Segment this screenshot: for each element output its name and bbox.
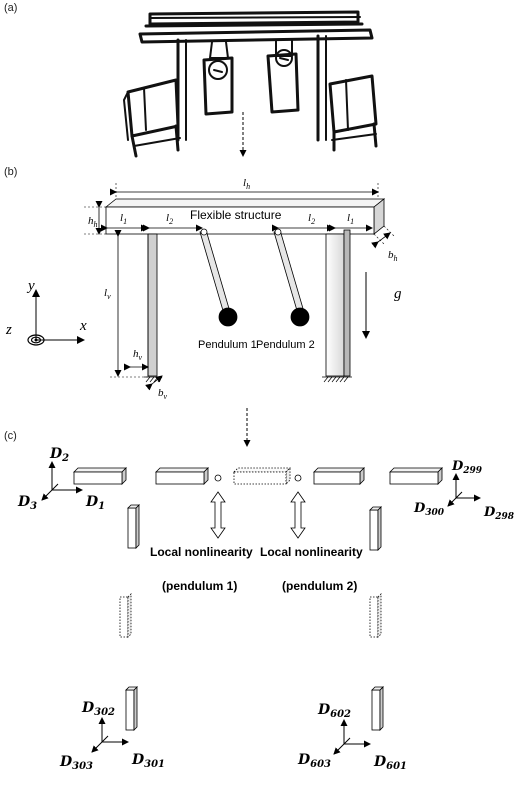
dof-D602-label: D602 [317, 702, 351, 720]
pivot-node-1 [214, 474, 222, 482]
dof-triad-1 [41, 461, 83, 501]
element-v-right-top [369, 506, 382, 551]
dof-triad-301 [91, 717, 129, 753]
dof-D3-label: D3 [17, 494, 37, 512]
gravity-label: g [394, 286, 402, 302]
flexible-structure-label: Flexible structure [190, 208, 282, 222]
dof-D299-label: D299 [451, 459, 483, 476]
ground-right [322, 376, 352, 383]
element-h2 [155, 467, 209, 485]
nonlinearity-arrow-2 [290, 491, 306, 539]
element-v-right-bottom [371, 686, 384, 731]
dof-D300-label: D300 [413, 501, 445, 518]
lh-label: lh [243, 177, 250, 191]
element-h3-hidden [233, 467, 291, 485]
nonlinearity-1-subtitle: (pendulum 1) [162, 579, 237, 593]
dof-D1-label: D1 [85, 494, 105, 512]
pivot-node-2 [294, 474, 302, 482]
dof-D603-label: D603 [297, 752, 331, 770]
hh-label: hh [88, 215, 98, 229]
nonlinearity-1-title: Local nonlinearity [150, 545, 253, 559]
panel-label-a: (a) [4, 2, 18, 14]
l1-right-label: l1 [347, 212, 354, 226]
lv-label: lv [104, 287, 111, 301]
pendulum-2-label: Pendulum 2 [256, 339, 315, 351]
dof-D2-label: D2 [49, 446, 69, 464]
dof-D303-label: D303 [59, 754, 93, 772]
coordinate-axes [27, 289, 85, 346]
dof-D302-label: D302 [81, 700, 115, 718]
column-elements [119, 504, 384, 731]
nonlinearity-2-title: Local nonlinearity [260, 545, 363, 559]
element-h5 [389, 467, 443, 485]
element-h4 [313, 467, 365, 485]
l2-left-label: l2 [166, 212, 173, 226]
dof-D301-label: D301 [131, 752, 165, 770]
pendulum-1-label: Pendulum 1 [198, 339, 257, 351]
sketch-photo [123, 10, 378, 158]
dof-triad-298 [447, 473, 481, 507]
l2-right-label: l2 [308, 212, 315, 226]
nonlinearity-arrow-1 [210, 491, 226, 539]
nonlinearity-2-subtitle: (pendulum 2) [282, 579, 357, 593]
element-v-left-mid [119, 593, 132, 638]
beam-elements [73, 467, 443, 485]
panel-label-b: (b) [4, 166, 18, 178]
pendulum-2 [273, 228, 310, 327]
x-axis-label: x [79, 318, 87, 334]
z-axis-label: z [5, 322, 12, 338]
dof-D601-label: D601 [373, 754, 407, 772]
y-axis-label: y [26, 278, 35, 294]
element-v-left-bottom [125, 686, 138, 731]
element-v-left-top [127, 504, 140, 549]
right-column [325, 229, 351, 377]
left-column [147, 233, 158, 377]
panel-label-c: (c) [4, 430, 17, 442]
element-v-right-mid [369, 593, 382, 638]
bh-label: bh [388, 249, 398, 263]
element-h1 [73, 467, 127, 485]
dof-triad-601 [333, 719, 371, 755]
l1-left-label: l1 [120, 212, 127, 226]
pendulum-1 [199, 228, 238, 327]
bv-label: bv [158, 387, 168, 401]
hv-label: hv [133, 348, 143, 362]
dof-D298-label: D298 [483, 505, 515, 522]
